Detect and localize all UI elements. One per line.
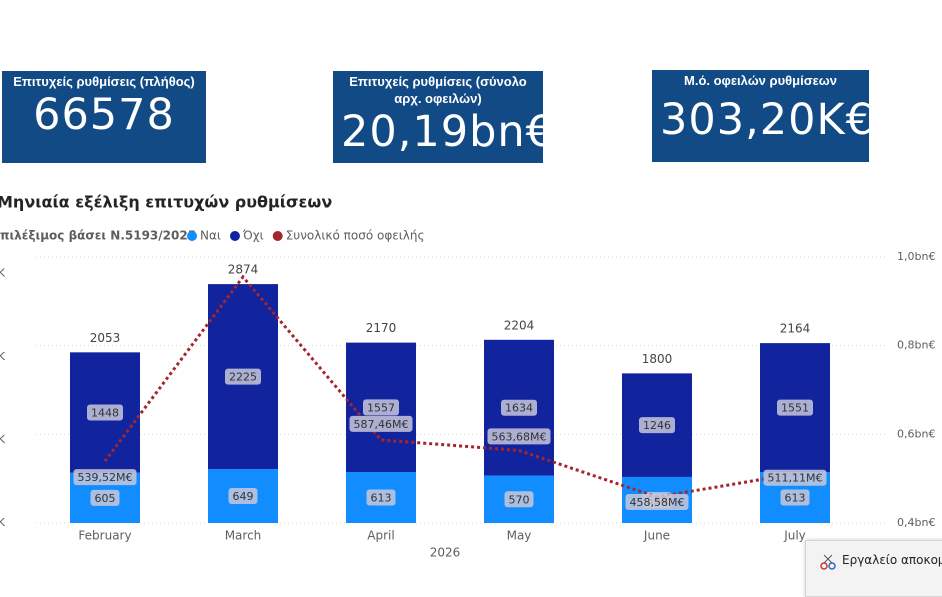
line-series [103, 274, 796, 499]
total-label: 2204 [504, 318, 535, 332]
line-label: 458,58M€ [625, 494, 689, 511]
bar-label-text: 1448 [91, 407, 119, 420]
bar-label-text: 2225 [229, 371, 257, 384]
line-label-bg [487, 428, 551, 445]
bar-label: 605 [90, 489, 120, 506]
y-tick-label: 3K [0, 267, 6, 280]
line-label: 587,46M€ [349, 415, 413, 432]
total-label: 2874 [228, 263, 259, 277]
y2-tick-label: 0,4bn€ [897, 516, 935, 529]
card-value: 303,20K€ [660, 95, 875, 145]
line-label-text: 587,46M€ [354, 418, 409, 431]
bar-label-text: 613 [785, 492, 806, 505]
legend-swatch [187, 231, 197, 241]
bar-label-text: 1551 [781, 402, 809, 415]
y2-tick-label: 0,6bn€ [897, 427, 935, 440]
line-label-text: 563,68M€ [492, 430, 547, 443]
line-label-bg [763, 469, 827, 486]
x-tick-label: February [78, 529, 131, 543]
y-tick-label: 0K [0, 516, 6, 529]
bar-label: 1551 [777, 399, 813, 416]
bar-label-text: 1634 [505, 402, 533, 415]
bar-label-bg [780, 489, 810, 506]
card-title: Επιτυχείς ρυθμίσεις (σύνολο αρχ. οφειλών… [349, 74, 527, 106]
bar-label-text: 1246 [643, 419, 671, 432]
line-label-bg [625, 494, 689, 511]
y-tick-label: 2K [0, 350, 6, 363]
x-tick-label: April [367, 529, 394, 543]
y2-tick-label: 1,0bn€ [897, 250, 935, 263]
bar-label-bg [501, 399, 537, 416]
snip-icon [820, 554, 836, 570]
y-tick-label: 1K [0, 433, 6, 446]
x-tick-label: March [225, 529, 262, 543]
line-label-text: 511,11M€ [768, 472, 823, 485]
line-label-bg [349, 415, 413, 432]
y2-tick-label: 0,8bn€ [897, 339, 935, 352]
bar-label: 613 [366, 489, 396, 506]
bar-label: 1246 [639, 417, 675, 434]
line-label-text: 458,58M€ [630, 496, 685, 509]
legend-title: πιλέξιμος βάσει Ν.5193/2025 [0, 229, 196, 243]
card-value: 20,19bn€ [341, 107, 555, 157]
x-tick-label: June [643, 529, 670, 543]
total-label: 2164 [780, 322, 811, 336]
card-title: Επιτυχείς ρυθμίσεις (πλήθος) [13, 74, 195, 89]
legend-swatch [272, 231, 283, 241]
bar-label-bg [90, 489, 120, 506]
bar-label-text: 570 [509, 493, 530, 506]
legend-label: Ναι [200, 229, 221, 243]
line-label: 563,68M€ [487, 428, 551, 445]
line-label-bg [73, 469, 137, 486]
bar-label-text: 1557 [367, 401, 395, 414]
bar-label: 570 [504, 491, 534, 508]
line-label: 511,11M€ [763, 469, 827, 486]
legend-swatch [229, 231, 240, 241]
kpi-card: Επιτυχείς ρυθμίσεις (πλήθος) 66578 [2, 71, 206, 163]
line-label: 539,52M€ [73, 469, 137, 486]
total-label: 2053 [90, 331, 121, 345]
bar-label-bg [639, 417, 675, 434]
total-label: 1800 [642, 352, 673, 366]
popup-label: Εργαλείο αποκομμ [842, 553, 942, 567]
bar-label-bg [225, 368, 261, 385]
x-axis-title: 2026 [430, 546, 461, 560]
kpi-card: Μ.ό. οφειλών ρυθμίσεων 303,20K€ [652, 70, 875, 162]
bar-label-text: 649 [233, 490, 254, 503]
card-value: 66578 [33, 90, 175, 140]
bar-label: 1557 [363, 399, 399, 416]
x-tick-label: May [507, 529, 532, 543]
bar-label: 649 [228, 488, 258, 505]
bar-label-bg [87, 404, 123, 421]
bar-label-text: 613 [371, 492, 392, 505]
x-tick-label: July [783, 529, 806, 543]
bar-label-bg [363, 399, 399, 416]
kpi-card: Επιτυχείς ρυθμίσεις (σύνολο αρχ. οφειλών… [333, 71, 555, 163]
total-label: 2170 [366, 321, 397, 335]
legend-label: Συνολικό ποσό οφειλής [286, 229, 425, 243]
bar-label: 2225 [225, 368, 261, 385]
chart-title: Μηνιαία εξέλιξη επιτυχών ρυθμίσεων [0, 193, 332, 212]
bar-label-bg [228, 488, 258, 505]
card-title: Μ.ό. οφειλών ρυθμίσεων [684, 73, 837, 88]
bar-label-text: 605 [95, 492, 116, 505]
line-label-text: 539,52M€ [78, 471, 133, 484]
bar-label: 1448 [87, 404, 123, 421]
bar-label-bg [366, 489, 396, 506]
bar-label-bg [777, 399, 813, 416]
bar-label: 1634 [501, 399, 537, 416]
snip-tool-popup[interactable]: Εργαλείο αποκομμ [805, 540, 942, 597]
legend-label: Όχι [242, 229, 264, 243]
bar-label: 613 [780, 489, 810, 506]
bar-label-bg [504, 491, 534, 508]
